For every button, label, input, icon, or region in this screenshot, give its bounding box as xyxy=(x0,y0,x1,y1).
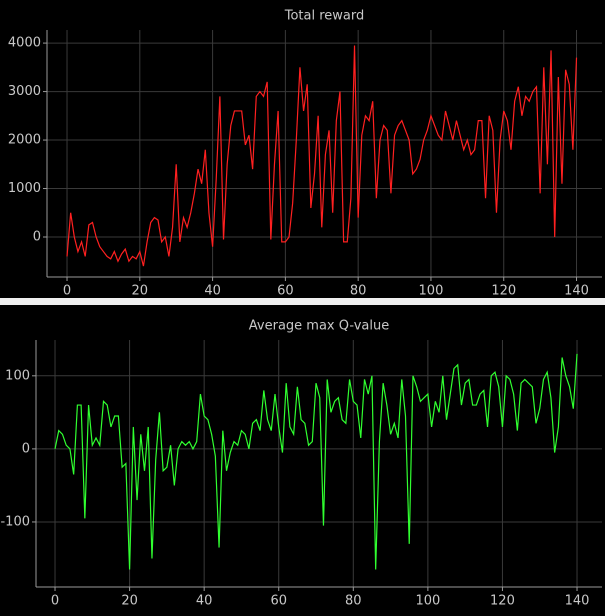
x-tick-label: 40 xyxy=(204,284,221,299)
chart-panel: Total reward 0 20 40 60 80 100 120 140 0 1000 2000 3… xyxy=(0,0,605,298)
x-tick-label: 120 xyxy=(490,594,515,609)
y-tick-label: 4000 xyxy=(8,36,41,51)
x-tick-label: 80 xyxy=(350,284,367,299)
x-tick-label: 100 xyxy=(415,594,440,609)
background xyxy=(0,0,605,298)
background xyxy=(0,305,605,616)
x-tick-label: 20 xyxy=(132,284,149,299)
x-tick-label: 60 xyxy=(270,594,287,609)
x-tick-label: 60 xyxy=(277,284,294,299)
y-tick-label: 3000 xyxy=(8,84,41,99)
y-tick-label: -100 xyxy=(0,514,30,529)
x-tick-label: 20 xyxy=(121,594,138,609)
y-tick-label: 1000 xyxy=(8,181,41,196)
chart-title: Average max Q-value xyxy=(249,319,389,334)
y-tick-label: 100 xyxy=(5,368,30,383)
x-tick-label: 140 xyxy=(564,284,589,299)
x-tick-label: 140 xyxy=(565,594,590,609)
x-tick-label: 80 xyxy=(345,594,362,609)
chart-panel: Average max Q-value 0 20 40 60 80 100 120 140 -10… xyxy=(0,305,605,616)
y-tick-label: 0 xyxy=(22,441,30,456)
x-tick-label: 0 xyxy=(63,284,71,299)
x-tick-label: 0 xyxy=(51,594,59,609)
x-tick-label: 120 xyxy=(491,284,516,299)
x-tick-label: 40 xyxy=(196,594,213,609)
chart-title: Total reward xyxy=(284,9,365,24)
data-line xyxy=(66,45,578,267)
y-tick-label: 2000 xyxy=(8,133,41,148)
y-tick-label: 0 xyxy=(33,230,41,245)
x-tick-label: 100 xyxy=(419,284,444,299)
data-line xyxy=(54,353,578,570)
